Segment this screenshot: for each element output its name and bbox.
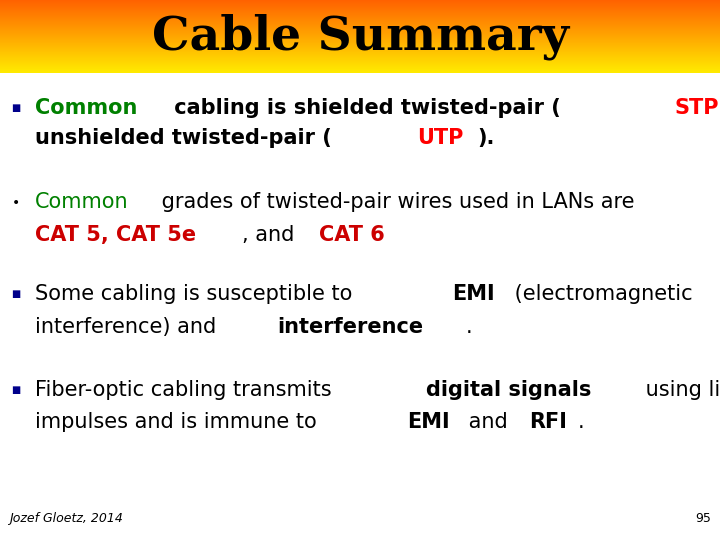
Text: 95: 95: [696, 512, 711, 525]
Text: unshielded twisted-pair (: unshielded twisted-pair (: [35, 127, 331, 148]
Text: digital signals: digital signals: [426, 380, 591, 400]
Text: •: •: [12, 195, 20, 210]
Text: Fiber-optic cabling transmits: Fiber-optic cabling transmits: [35, 380, 338, 400]
Text: Some cabling is susceptible to: Some cabling is susceptible to: [35, 284, 359, 305]
Text: (electromagnetic: (electromagnetic: [508, 284, 692, 305]
Text: EMI: EMI: [453, 284, 495, 305]
Text: Jozef Gloetz, 2014: Jozef Gloetz, 2014: [9, 512, 122, 525]
Text: .: .: [466, 316, 472, 337]
Text: EMI: EMI: [407, 412, 449, 433]
Text: ■: ■: [12, 385, 20, 395]
Text: , and: , and: [243, 225, 302, 245]
Text: UTP: UTP: [418, 127, 464, 148]
Text: ■: ■: [12, 103, 20, 113]
Text: cabling is shielded twisted-pair (: cabling is shielded twisted-pair (: [166, 98, 560, 118]
Text: CAT 5, CAT 5e: CAT 5, CAT 5e: [35, 225, 196, 245]
Text: grades of twisted-pair wires used in LANs are: grades of twisted-pair wires used in LAN…: [156, 192, 635, 213]
Text: STP: STP: [675, 98, 719, 118]
Text: ).: ).: [477, 127, 495, 148]
Text: impulses and is immune to: impulses and is immune to: [35, 412, 323, 433]
Text: and: and: [462, 412, 514, 433]
Text: using light: using light: [639, 380, 720, 400]
Text: interference: interference: [277, 316, 423, 337]
Text: CAT 6: CAT 6: [318, 225, 384, 245]
Text: RFI: RFI: [529, 412, 567, 433]
Text: interference) and: interference) and: [35, 316, 222, 337]
Text: Common: Common: [35, 192, 128, 213]
Text: ■: ■: [12, 289, 20, 299]
Text: Cable Summary: Cable Summary: [151, 14, 569, 60]
Text: Common: Common: [35, 98, 137, 118]
Text: .: .: [578, 412, 585, 433]
